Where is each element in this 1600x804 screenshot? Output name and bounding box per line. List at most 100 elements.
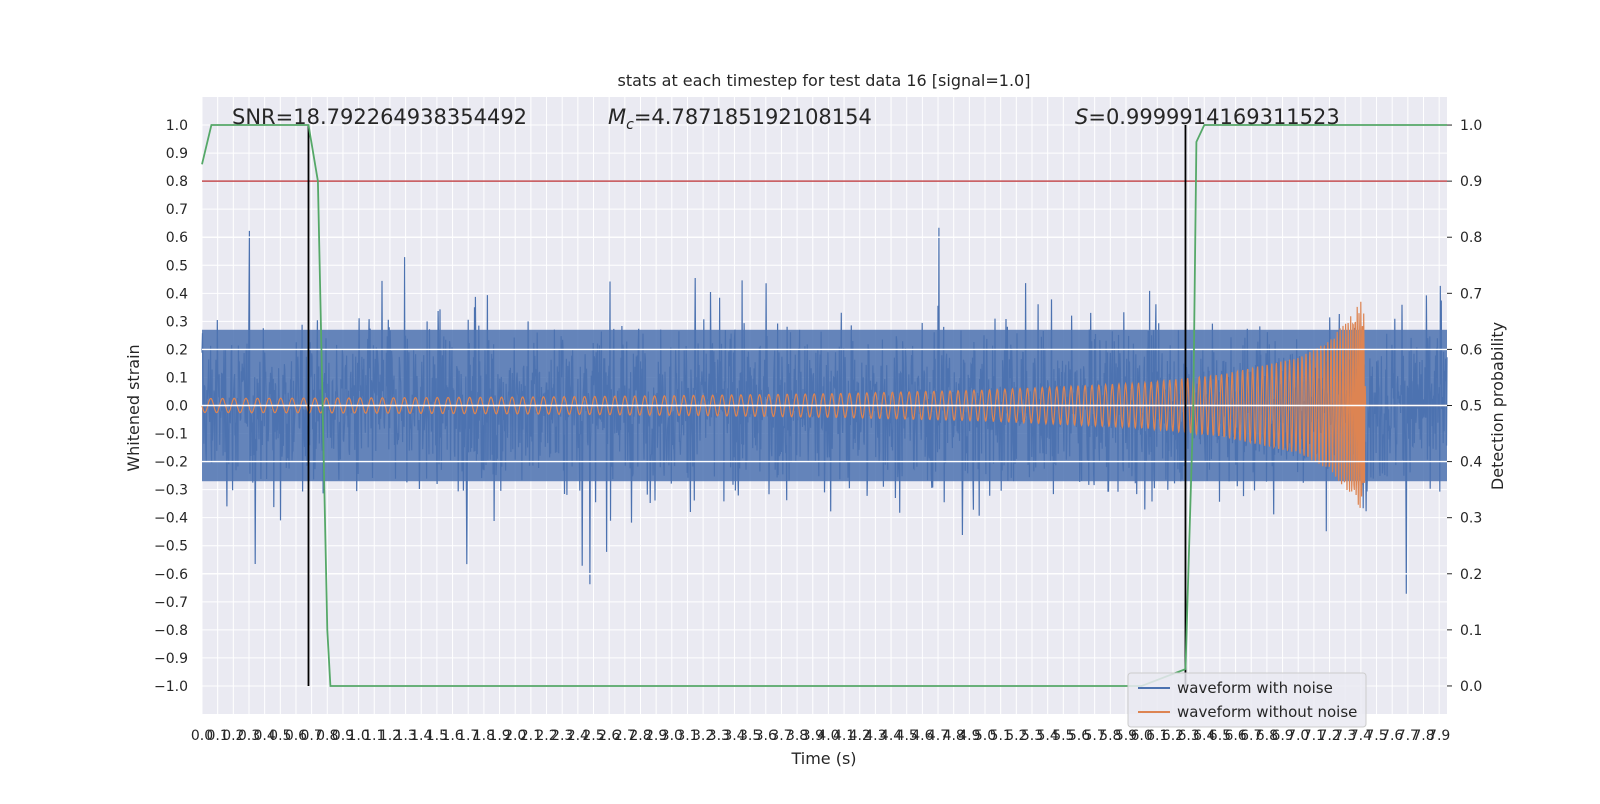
annotation-s: S=0.9999914169311523 — [1075, 105, 1340, 129]
x-tick-label: 5.7 — [1084, 728, 1106, 744]
x-tick-label: 2.3 — [551, 728, 573, 744]
x-tick-label: 7.9 — [1428, 728, 1450, 744]
x-tick-label: 2.7 — [614, 728, 636, 744]
x-tick-label: 6.7 — [1240, 728, 1262, 744]
x-tick-label: 1.8 — [473, 728, 495, 744]
x-tick-label: 1.9 — [488, 728, 510, 744]
y2-tick-label: 0.6 — [1460, 342, 1482, 358]
axes: 0.00.10.20.30.40.50.60.70.80.91.01.11.21… — [154, 118, 1482, 744]
x-tick-label: 1.4 — [410, 728, 432, 744]
y-tick-label: 0.8 — [166, 174, 188, 190]
series-waveform-without-noise — [201, 301, 1447, 508]
x-tick-label: 1.0 — [347, 728, 369, 744]
x-tick-label: 7.5 — [1365, 728, 1387, 744]
x-tick-label: 2.2 — [535, 728, 557, 744]
y-tick-label: −0.9 — [154, 651, 188, 667]
y-tick-label: 0.6 — [166, 230, 188, 246]
y-tick-label: 0.1 — [166, 370, 188, 386]
annotation-chirp-mass-symbol: M — [608, 105, 626, 129]
x-tick-label: 3.9 — [802, 728, 824, 744]
y-tick-label: 0.0 — [166, 399, 188, 415]
legend-label-noise: waveform with noise — [1177, 679, 1333, 697]
x-tick-label: 6.0 — [1130, 728, 1152, 744]
legend-label-clean: waveform without noise — [1177, 703, 1357, 721]
y-tick-label: 1.0 — [166, 118, 188, 134]
annotation-chirp-mass-value: =4.787185192108154 — [634, 105, 872, 129]
y2-tick-label: 0.2 — [1460, 567, 1482, 583]
x-tick-label: 6.4 — [1193, 728, 1215, 744]
x-tick-label: 7.8 — [1412, 728, 1434, 744]
x-tick-label: 5.6 — [1068, 728, 1090, 744]
y2-tick-label: 0.7 — [1460, 286, 1482, 302]
overlay-lines — [201, 124, 1447, 687]
x-tick-label: 5.4 — [1037, 728, 1059, 744]
x-tick-label: 0.6 — [285, 728, 307, 744]
x-tick-label: 0.0 — [191, 728, 213, 744]
x-tick-label: 0.2 — [222, 728, 244, 744]
x-tick-label: 2.0 — [504, 728, 526, 744]
x-tick-label: 1.5 — [426, 728, 448, 744]
legend: waveform with noise waveform without noi… — [1127, 672, 1367, 728]
y2-tick-label: 0.9 — [1460, 174, 1482, 190]
y2-tick-label: 0.1 — [1460, 623, 1482, 639]
x-tick-label: 0.8 — [316, 728, 338, 744]
annotation-snr: SNR=18.792264938354492 — [232, 105, 527, 129]
series-line-detection-probability — [201, 124, 1447, 687]
x-tick-label: 0.9 — [332, 728, 354, 744]
y-tick-label: 0.3 — [166, 314, 188, 330]
x-tick-label: 6.1 — [1146, 728, 1168, 744]
x-tick-label: 4.9 — [958, 728, 980, 744]
x-tick-label: 6.8 — [1256, 728, 1278, 744]
y-tick-label: −0.5 — [154, 539, 188, 555]
legend-box — [1127, 672, 1367, 728]
x-tick-label: 7.2 — [1318, 728, 1340, 744]
annotation-chirp-mass-subscript: c — [626, 117, 634, 133]
x-tick-label: 4.3 — [864, 728, 886, 744]
x-tick-label: 7.6 — [1381, 728, 1403, 744]
x-tick-label: 7.4 — [1350, 728, 1372, 744]
x-tick-label: 3.8 — [786, 728, 808, 744]
x-tick-label: 7.3 — [1334, 728, 1356, 744]
y-tick-label: −0.7 — [154, 595, 188, 611]
x-tick-label: 0.7 — [300, 728, 322, 744]
x-tick-label: 4.1 — [833, 728, 855, 744]
x-tick-label: 5.1 — [990, 728, 1012, 744]
x-tick-label: 6.6 — [1224, 728, 1246, 744]
x-tick-label: 0.1 — [207, 728, 229, 744]
x-tick-label: 7.1 — [1303, 728, 1325, 744]
x-tick-label: 3.6 — [755, 728, 777, 744]
y2-axis-label: Detection probability — [1488, 322, 1507, 490]
x-tick-label: 1.2 — [379, 728, 401, 744]
x-tick-label: 0.4 — [254, 728, 276, 744]
x-tick-label: 2.1 — [520, 728, 542, 744]
y-tick-label: −0.2 — [154, 455, 188, 471]
y-tick-label: 0.4 — [166, 286, 188, 302]
x-tick-label: 3.1 — [676, 728, 698, 744]
x-axis-label: Time (s) — [790, 749, 856, 768]
x-tick-label: 3.0 — [661, 728, 683, 744]
y2-tick-label: 1.0 — [1460, 118, 1482, 134]
x-tick-label: 1.7 — [457, 728, 479, 744]
y2-tick-label: 0.4 — [1460, 455, 1482, 471]
y-tick-label: 0.7 — [166, 202, 188, 218]
y-tick-label: 0.9 — [166, 146, 188, 162]
y-tick-label: −0.3 — [154, 483, 188, 499]
x-tick-label: 4.0 — [817, 728, 839, 744]
y-tick-label: 0.2 — [166, 342, 188, 358]
x-tick-label: 7.7 — [1397, 728, 1419, 744]
x-tick-label: 5.2 — [1005, 728, 1027, 744]
x-tick-label: 4.7 — [927, 728, 949, 744]
x-tick-label: 3.2 — [692, 728, 714, 744]
x-tick-label: 2.4 — [567, 728, 589, 744]
x-tick-label: 6.3 — [1177, 728, 1199, 744]
y-tick-label: −1.0 — [154, 679, 188, 695]
y2-tick-label: 0.3 — [1460, 511, 1482, 527]
x-tick-label: 1.1 — [363, 728, 385, 744]
x-tick-label: 3.5 — [739, 728, 761, 744]
x-tick-label: 4.5 — [896, 728, 918, 744]
y-tick-label: 0.5 — [166, 258, 188, 274]
x-tick-label: 0.5 — [269, 728, 291, 744]
x-tick-label: 5.0 — [974, 728, 996, 744]
